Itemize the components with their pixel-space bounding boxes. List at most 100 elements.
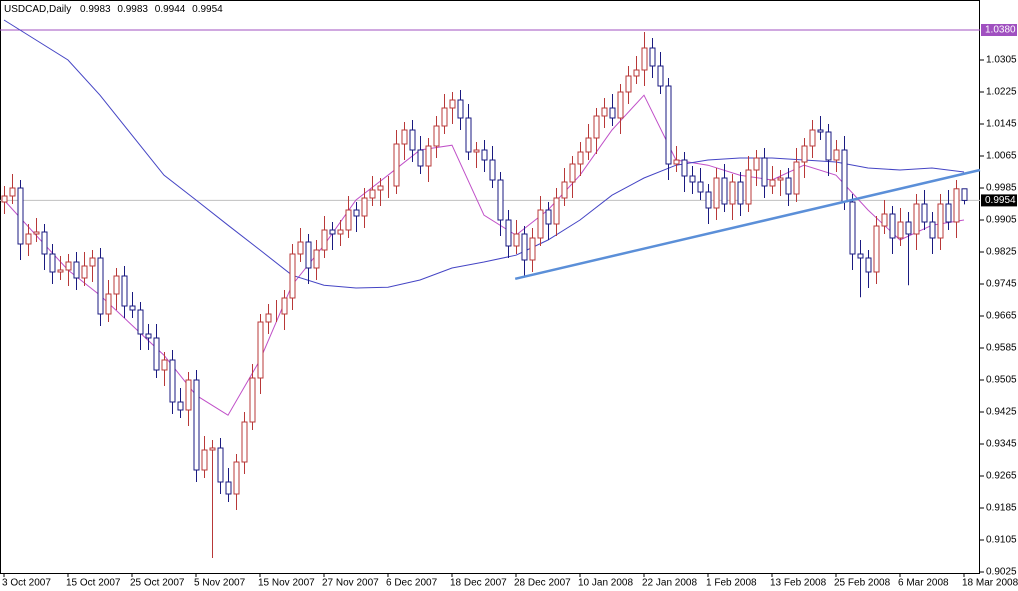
candle-body bbox=[537, 209, 544, 239]
candle-body bbox=[737, 181, 744, 205]
candle-body bbox=[945, 203, 952, 223]
candle-body bbox=[897, 221, 904, 239]
candle-body bbox=[497, 179, 504, 221]
header-low: 0.9944 bbox=[155, 4, 186, 15]
y-tick-label: 0.9025 bbox=[986, 567, 1017, 578]
candle-body bbox=[833, 149, 840, 161]
y-tick-label: 0.9665 bbox=[986, 311, 1017, 322]
candle-body bbox=[761, 157, 768, 187]
candle-body bbox=[913, 203, 920, 235]
candle-body bbox=[681, 159, 688, 177]
candle-body bbox=[529, 237, 536, 261]
candle-body bbox=[585, 137, 592, 153]
candle-body bbox=[265, 313, 272, 323]
candle-body bbox=[329, 229, 336, 235]
x-tick-label: 15 Oct 2007 bbox=[66, 578, 121, 589]
candle-body bbox=[97, 257, 104, 315]
candle-body bbox=[409, 129, 416, 151]
y-tick-label: 0.9585 bbox=[986, 343, 1017, 354]
candle-body bbox=[89, 257, 96, 267]
level-price-label: 1.0380 bbox=[985, 25, 1016, 36]
candle-body bbox=[625, 75, 632, 93]
candle-body bbox=[257, 321, 264, 379]
x-tick-label: 22 Jan 2008 bbox=[642, 578, 697, 589]
x-tick-label: 6 Mar 2008 bbox=[898, 578, 949, 589]
candle-body bbox=[849, 201, 856, 255]
candle-body bbox=[745, 169, 752, 205]
candle-body bbox=[937, 203, 944, 239]
candle-body bbox=[313, 249, 320, 269]
y-tick-label: 1.0305 bbox=[986, 55, 1017, 66]
candle-body bbox=[729, 181, 736, 205]
trendline bbox=[514, 168, 981, 281]
candle-body bbox=[777, 177, 784, 181]
candle-body bbox=[929, 221, 936, 239]
candle-body bbox=[753, 157, 760, 171]
candle-body bbox=[177, 401, 184, 411]
candles bbox=[1, 32, 968, 558]
candle-body bbox=[193, 379, 200, 471]
candle-body bbox=[489, 159, 496, 181]
symbol-title: USDCAD,Daily bbox=[4, 4, 71, 15]
y-tick-label: 0.9265 bbox=[986, 471, 1017, 482]
candle-body bbox=[281, 297, 288, 315]
candle-body bbox=[785, 177, 792, 195]
x-tick-label: 5 Nov 2007 bbox=[194, 578, 246, 589]
candle-body bbox=[73, 261, 80, 279]
candle-body bbox=[857, 253, 864, 259]
candle-body bbox=[481, 149, 488, 161]
y-tick-label: 0.9345 bbox=[986, 439, 1017, 450]
x-tick-label: 1 Feb 2008 bbox=[706, 578, 757, 589]
x-tick-label: 25 Oct 2007 bbox=[130, 578, 185, 589]
candle-body bbox=[41, 231, 48, 255]
candle-body bbox=[561, 181, 568, 199]
candle-body bbox=[49, 253, 56, 273]
candle-body bbox=[57, 269, 64, 273]
candle-body bbox=[721, 177, 728, 205]
candle-body bbox=[401, 129, 408, 145]
candle-body bbox=[577, 151, 584, 165]
candle-body bbox=[425, 145, 432, 167]
candle-body bbox=[297, 241, 304, 255]
candle-body bbox=[81, 265, 88, 279]
candle-body bbox=[161, 359, 168, 371]
candle-body bbox=[433, 125, 440, 147]
candle-body bbox=[113, 275, 120, 295]
candle-body bbox=[209, 447, 216, 451]
x-tick-label: 3 Oct 2007 bbox=[2, 578, 51, 589]
candle-body bbox=[25, 233, 32, 245]
candle-body bbox=[633, 69, 640, 77]
x-tick-label: 28 Dec 2007 bbox=[514, 578, 571, 589]
x-tick-label: 15 Nov 2007 bbox=[258, 578, 315, 589]
candle-body bbox=[305, 241, 312, 269]
x-tick-label: 10 Jan 2008 bbox=[578, 578, 633, 589]
candle-body bbox=[505, 219, 512, 247]
candle-body bbox=[673, 159, 680, 165]
candle-body bbox=[225, 481, 232, 495]
candle-body bbox=[873, 225, 880, 273]
candle-body bbox=[713, 177, 720, 209]
candle-body bbox=[609, 107, 616, 119]
y-tick-label: 0.9825 bbox=[986, 247, 1017, 258]
y-tick-label: 0.9745 bbox=[986, 279, 1017, 290]
y-tick-label: 1.0065 bbox=[986, 151, 1017, 162]
candle-body bbox=[9, 187, 16, 197]
x-tick-label: 27 Nov 2007 bbox=[322, 578, 379, 589]
y-tick-label: 1.0145 bbox=[986, 119, 1017, 130]
candle-body bbox=[137, 309, 144, 335]
y-tick-label: 0.9105 bbox=[986, 535, 1017, 546]
candle-body bbox=[569, 163, 576, 183]
candle-body bbox=[617, 91, 624, 119]
candle-body bbox=[449, 99, 456, 109]
candle-body bbox=[801, 145, 808, 163]
y-tick-label: 0.9185 bbox=[986, 503, 1017, 514]
candle-body bbox=[129, 305, 136, 311]
candle-body bbox=[865, 257, 872, 273]
candle-body bbox=[369, 189, 376, 199]
candle-body bbox=[233, 461, 240, 495]
candle-body bbox=[769, 179, 776, 187]
candle-body bbox=[289, 253, 296, 299]
candle-body bbox=[513, 233, 520, 247]
candle-body bbox=[601, 107, 608, 117]
